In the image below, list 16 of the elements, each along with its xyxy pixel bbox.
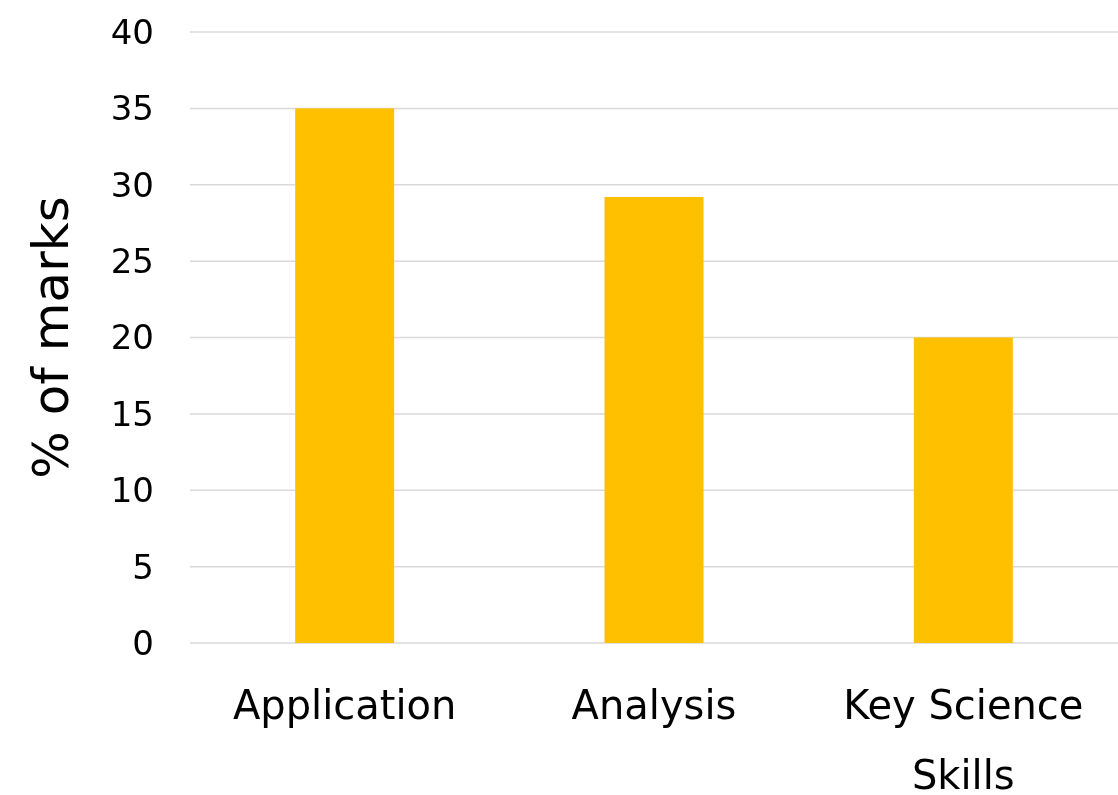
y-tick-label: 15 bbox=[110, 393, 154, 434]
bar bbox=[913, 337, 1013, 643]
y-tick-label: 30 bbox=[110, 164, 154, 205]
x-tick-label: Key Science Skills bbox=[843, 682, 1084, 795]
x-tick-label: Application bbox=[232, 682, 457, 728]
y-tick-label: 35 bbox=[110, 88, 154, 129]
bar bbox=[295, 108, 395, 643]
y-tick-label: 0 bbox=[132, 622, 154, 663]
y-tick-label: 20 bbox=[110, 317, 154, 358]
y-tick-label: 5 bbox=[132, 546, 154, 587]
y-tick-label: 40 bbox=[110, 11, 154, 52]
bar bbox=[604, 196, 704, 643]
x-tick-label: Analysis bbox=[571, 682, 737, 728]
y-tick-label: 25 bbox=[110, 241, 154, 282]
y-tick-label: 10 bbox=[110, 470, 154, 511]
y-axis-title: % of marks bbox=[22, 196, 80, 479]
